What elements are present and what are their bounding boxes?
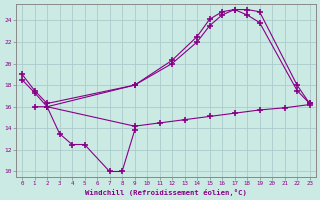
X-axis label: Windchill (Refroidissement éolien,°C): Windchill (Refroidissement éolien,°C) [85,189,247,196]
